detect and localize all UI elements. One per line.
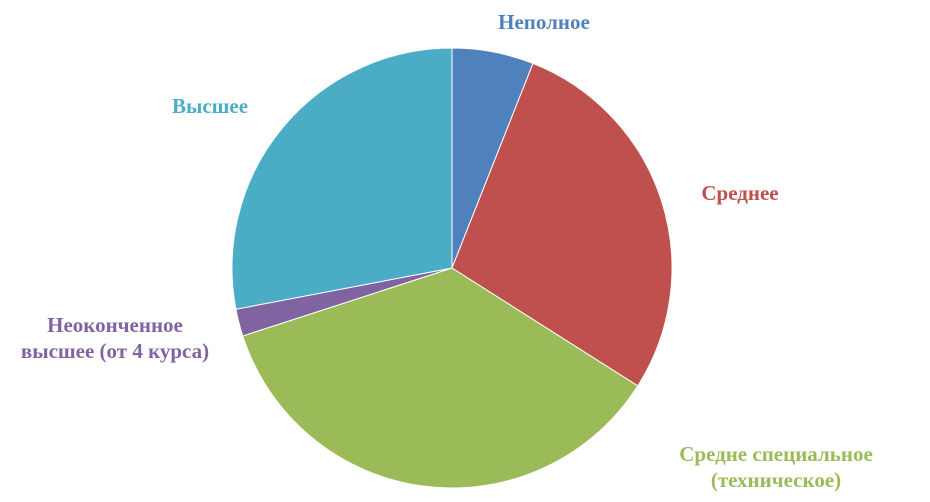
- slice-label: Среднее: [701, 180, 779, 205]
- pie-slice: [231, 47, 453, 310]
- slice-label: Неоконченное высшее (от 4 курса): [20, 312, 210, 363]
- pie-slice: [242, 267, 639, 489]
- slice-label: Высшее: [171, 93, 249, 118]
- slice-label: Неполное: [498, 9, 590, 34]
- pie-slice: [451, 62, 673, 387]
- slice-label: Средне специальное (техническое): [679, 441, 873, 492]
